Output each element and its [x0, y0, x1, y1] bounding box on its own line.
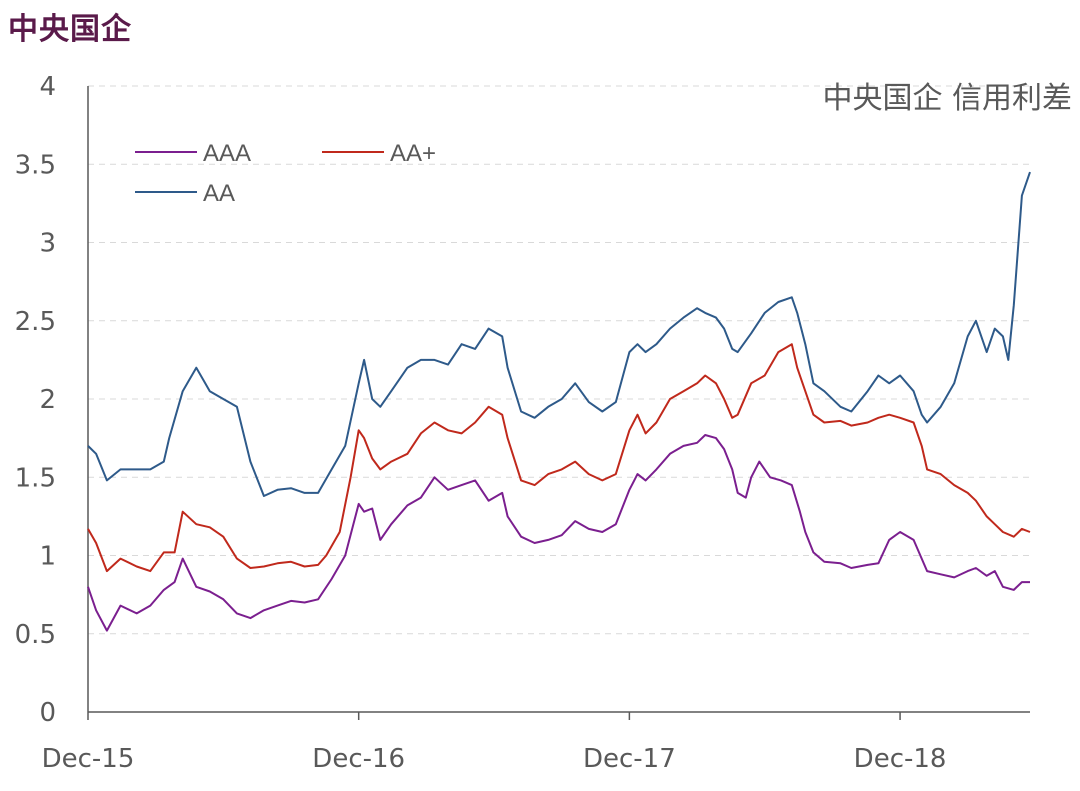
- x-tick-label: Dec-15: [42, 744, 135, 774]
- x-tick-label: Dec-17: [583, 744, 676, 774]
- legend-label: AAA: [203, 140, 251, 167]
- page-title: 中央国企: [8, 12, 132, 47]
- y-tick-label: 2: [39, 385, 56, 415]
- grid-lines: [88, 85, 1030, 635]
- y-tick-label: 4: [39, 72, 56, 102]
- legend-label: AA+: [390, 140, 436, 167]
- series-line-aaa: [87, 434, 1030, 632]
- y-tick-label: 3.5: [15, 150, 56, 180]
- series-line-aaplus: [87, 343, 1031, 573]
- x-tick-label: Dec-16: [312, 744, 405, 774]
- y-tick-label: 2.5: [15, 307, 56, 337]
- legend: AAA AA+ AA: [135, 140, 436, 207]
- y-tick-label: 0.5: [15, 620, 56, 650]
- y-tick-label: 0: [39, 698, 56, 728]
- legend-label: AA: [203, 180, 235, 207]
- x-tick-label: Dec-18: [854, 744, 947, 774]
- y-tick-label: 1: [39, 542, 56, 572]
- chart-title: 中央国企 信用利差: [822, 81, 1072, 116]
- series-lines: [87, 171, 1031, 632]
- y-tick-label: 3: [39, 229, 56, 259]
- y-tick-label: 1.5: [15, 463, 56, 493]
- axes: 0 0.5 1 1.5 2 2.5 3 3.5 4 Dec-15 Dec-16 Dec-17 Dec-1…: [15, 72, 1030, 774]
- series-line-aa: [87, 171, 1031, 497]
